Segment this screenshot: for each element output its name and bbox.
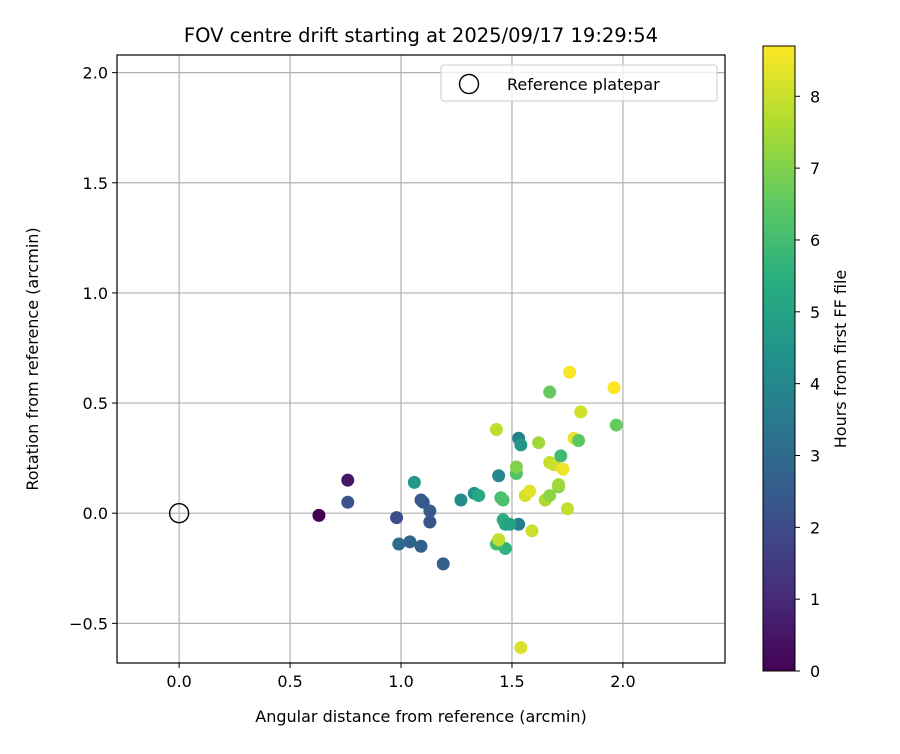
data-point — [523, 484, 537, 498]
data-point — [514, 438, 528, 452]
data-point — [423, 504, 437, 518]
data-point — [560, 502, 574, 516]
data-point — [556, 462, 570, 476]
data-point — [563, 365, 577, 379]
colorbar-tick-label: 8 — [810, 87, 820, 106]
plot-area — [117, 55, 725, 663]
data-point — [341, 495, 355, 509]
y-tick-label: 1.5 — [83, 174, 108, 193]
y-tick-label: 2.0 — [83, 64, 108, 83]
data-point — [514, 641, 528, 655]
data-point — [454, 493, 468, 507]
legend-reference-marker — [458, 73, 480, 95]
data-point — [609, 418, 623, 432]
colorbar-ticks: 0 1 2 3 4 5 6 7 8 — [795, 87, 820, 681]
legend-box — [440, 64, 718, 102]
data-point — [572, 434, 586, 448]
data-point — [532, 436, 546, 450]
data-point — [574, 405, 588, 419]
data-point — [403, 535, 417, 549]
grid-lines — [117, 55, 725, 663]
data-point — [416, 495, 430, 509]
data-point — [543, 385, 557, 399]
plot-frame — [116, 54, 726, 664]
chart-title: FOV centre drift starting at 2025/09/17 … — [184, 24, 658, 47]
data-point — [496, 493, 510, 507]
colorbar-tick-label: 5 — [810, 303, 820, 322]
data-point — [607, 381, 621, 395]
data-point — [543, 489, 557, 503]
x-tick-label: 0.0 — [166, 672, 191, 691]
legend-reference-label: Reference platepar — [507, 75, 660, 94]
data-point — [492, 533, 506, 547]
colorbar-gradient — [762, 45, 796, 672]
colorbar: 0 1 2 3 4 5 6 7 8 Hours from first FF file — [762, 45, 850, 681]
colorbar-tick-label: 0 — [810, 662, 820, 681]
y-tick-label: −0.5 — [69, 614, 108, 633]
x-axis-ticks: 0.0 0.5 1.0 1.5 2.0 — [166, 663, 636, 691]
y-tick-label: 0.0 — [83, 504, 108, 523]
colorbar-label: Hours from first FF file — [831, 270, 850, 449]
y-axis-ticks: −0.5 0.0 0.5 1.0 1.5 2.0 — [69, 64, 117, 633]
data-point — [392, 537, 406, 551]
data-point — [436, 557, 450, 571]
colorbar-tick-label: 4 — [810, 375, 820, 394]
colorbar-tick-label: 6 — [810, 231, 820, 250]
data-points — [312, 365, 623, 655]
y-tick-label: 0.5 — [83, 394, 108, 413]
reference-layer — [168, 503, 190, 524]
data-point — [423, 515, 437, 529]
x-tick-label: 1.0 — [388, 672, 413, 691]
data-point — [552, 478, 566, 492]
data-point — [525, 524, 539, 538]
data-point — [414, 539, 428, 553]
data-point — [554, 449, 568, 463]
x-tick-label: 1.5 — [499, 672, 524, 691]
data-point — [472, 489, 486, 503]
data-point — [509, 460, 523, 474]
legend: Reference platepar — [440, 64, 718, 102]
x-axis-label: Angular distance from reference (arcmin) — [255, 707, 586, 726]
y-tick-label: 1.0 — [83, 284, 108, 303]
colorbar-tick-label: 3 — [810, 446, 820, 465]
colorbar-tick-label: 1 — [810, 590, 820, 609]
colorbar-tick-label: 2 — [810, 518, 820, 537]
data-point — [492, 469, 506, 483]
data-point — [341, 473, 355, 487]
y-axis-label: Rotation from reference (arcmin) — [23, 227, 42, 490]
data-point — [489, 422, 503, 436]
data-point — [390, 511, 404, 525]
x-tick-label: 2.0 — [610, 672, 635, 691]
colorbar-tick-label: 7 — [810, 159, 820, 178]
data-point — [407, 475, 421, 489]
data-point — [312, 508, 326, 522]
data-point — [503, 517, 517, 531]
reference-platepar-marker — [168, 503, 190, 524]
x-tick-label: 0.5 — [277, 672, 302, 691]
